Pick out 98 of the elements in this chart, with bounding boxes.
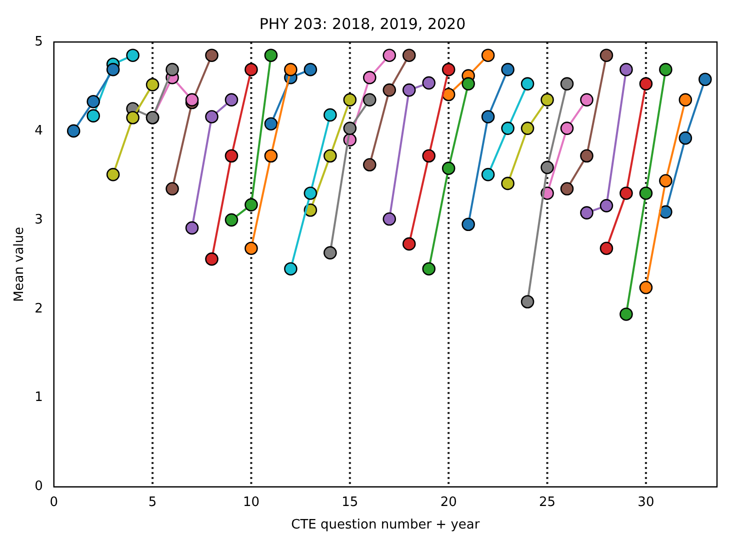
- y-tick-label: 0: [34, 479, 43, 494]
- point: [362, 158, 376, 172]
- point: [481, 48, 495, 62]
- point: [462, 218, 475, 232]
- point: [659, 62, 672, 76]
- point: [620, 308, 633, 321]
- point: [442, 88, 456, 102]
- point: [678, 131, 692, 145]
- point: [264, 149, 278, 163]
- point: [362, 70, 376, 84]
- point: [284, 262, 298, 276]
- point: [244, 242, 258, 256]
- point: [442, 62, 456, 76]
- point: [86, 94, 100, 108]
- point: [166, 62, 179, 76]
- point: [244, 62, 258, 76]
- point: [600, 242, 614, 256]
- point: [304, 62, 318, 76]
- point: [580, 149, 594, 163]
- x-tick-label: 5: [148, 494, 157, 510]
- point: [205, 252, 218, 266]
- point: [362, 93, 376, 106]
- point: [659, 174, 672, 188]
- point: [600, 199, 614, 212]
- point: [422, 76, 436, 90]
- point: [224, 149, 238, 163]
- x-tick-label: 20: [440, 494, 457, 510]
- point: [540, 160, 554, 174]
- point: [324, 108, 337, 122]
- y-tick-label: 5: [34, 34, 43, 50]
- point: [560, 77, 574, 90]
- point: [540, 93, 554, 106]
- point: [66, 124, 80, 138]
- point: [481, 168, 495, 182]
- point: [659, 205, 672, 219]
- point: [639, 186, 653, 200]
- point: [126, 110, 140, 124]
- point: [600, 48, 614, 62]
- point: [264, 48, 278, 62]
- y-tick-label: 3: [34, 212, 43, 228]
- point: [560, 182, 574, 196]
- x-tick-label: 25: [538, 494, 556, 510]
- point: [224, 213, 238, 227]
- point: [501, 122, 514, 135]
- point: [284, 62, 298, 76]
- point: [698, 72, 712, 86]
- x-tick-label: 30: [638, 494, 654, 510]
- point: [343, 122, 357, 135]
- point: [382, 83, 396, 97]
- point: [481, 110, 495, 124]
- y-tick-label: 1: [34, 390, 43, 406]
- point: [382, 212, 396, 226]
- point: [126, 48, 140, 62]
- point: [442, 162, 456, 175]
- point: [343, 93, 357, 106]
- point: [106, 62, 120, 76]
- point: [146, 78, 160, 92]
- point: [620, 186, 633, 200]
- point: [244, 198, 258, 212]
- y-axis-title: Mean value: [12, 226, 28, 302]
- point: [462, 77, 475, 90]
- point: [639, 77, 653, 90]
- point: [580, 93, 594, 106]
- y-tick-label: 4: [34, 123, 43, 138]
- x-tick-label: 10: [242, 494, 260, 510]
- point: [422, 262, 436, 276]
- point: [205, 110, 218, 124]
- x-tick-label: 0: [50, 494, 58, 510]
- point: [224, 93, 238, 106]
- point: [205, 48, 218, 62]
- point: [86, 109, 100, 122]
- point: [501, 62, 514, 76]
- point: [304, 186, 318, 200]
- chart-title: PHY 203: 2018, 2019, 2020: [259, 14, 466, 33]
- point: [678, 93, 692, 106]
- point: [185, 93, 199, 106]
- point: [560, 122, 574, 135]
- point: [382, 48, 396, 62]
- x-axis-title: CTE question number + year: [291, 518, 480, 533]
- point: [264, 117, 278, 130]
- point: [106, 168, 120, 182]
- point: [324, 246, 337, 260]
- x-tick-label: 15: [342, 494, 358, 510]
- point: [520, 295, 534, 308]
- point: [185, 221, 199, 235]
- point: [620, 62, 633, 76]
- point: [520, 122, 534, 135]
- point: [422, 149, 436, 163]
- point: [166, 182, 179, 196]
- point: [580, 206, 594, 220]
- point: [639, 280, 653, 294]
- y-tick-label: 2: [34, 301, 43, 316]
- point: [402, 83, 416, 97]
- point: [402, 237, 416, 251]
- point: [501, 176, 514, 190]
- point: [520, 77, 534, 90]
- point: [324, 149, 337, 163]
- point: [402, 48, 416, 62]
